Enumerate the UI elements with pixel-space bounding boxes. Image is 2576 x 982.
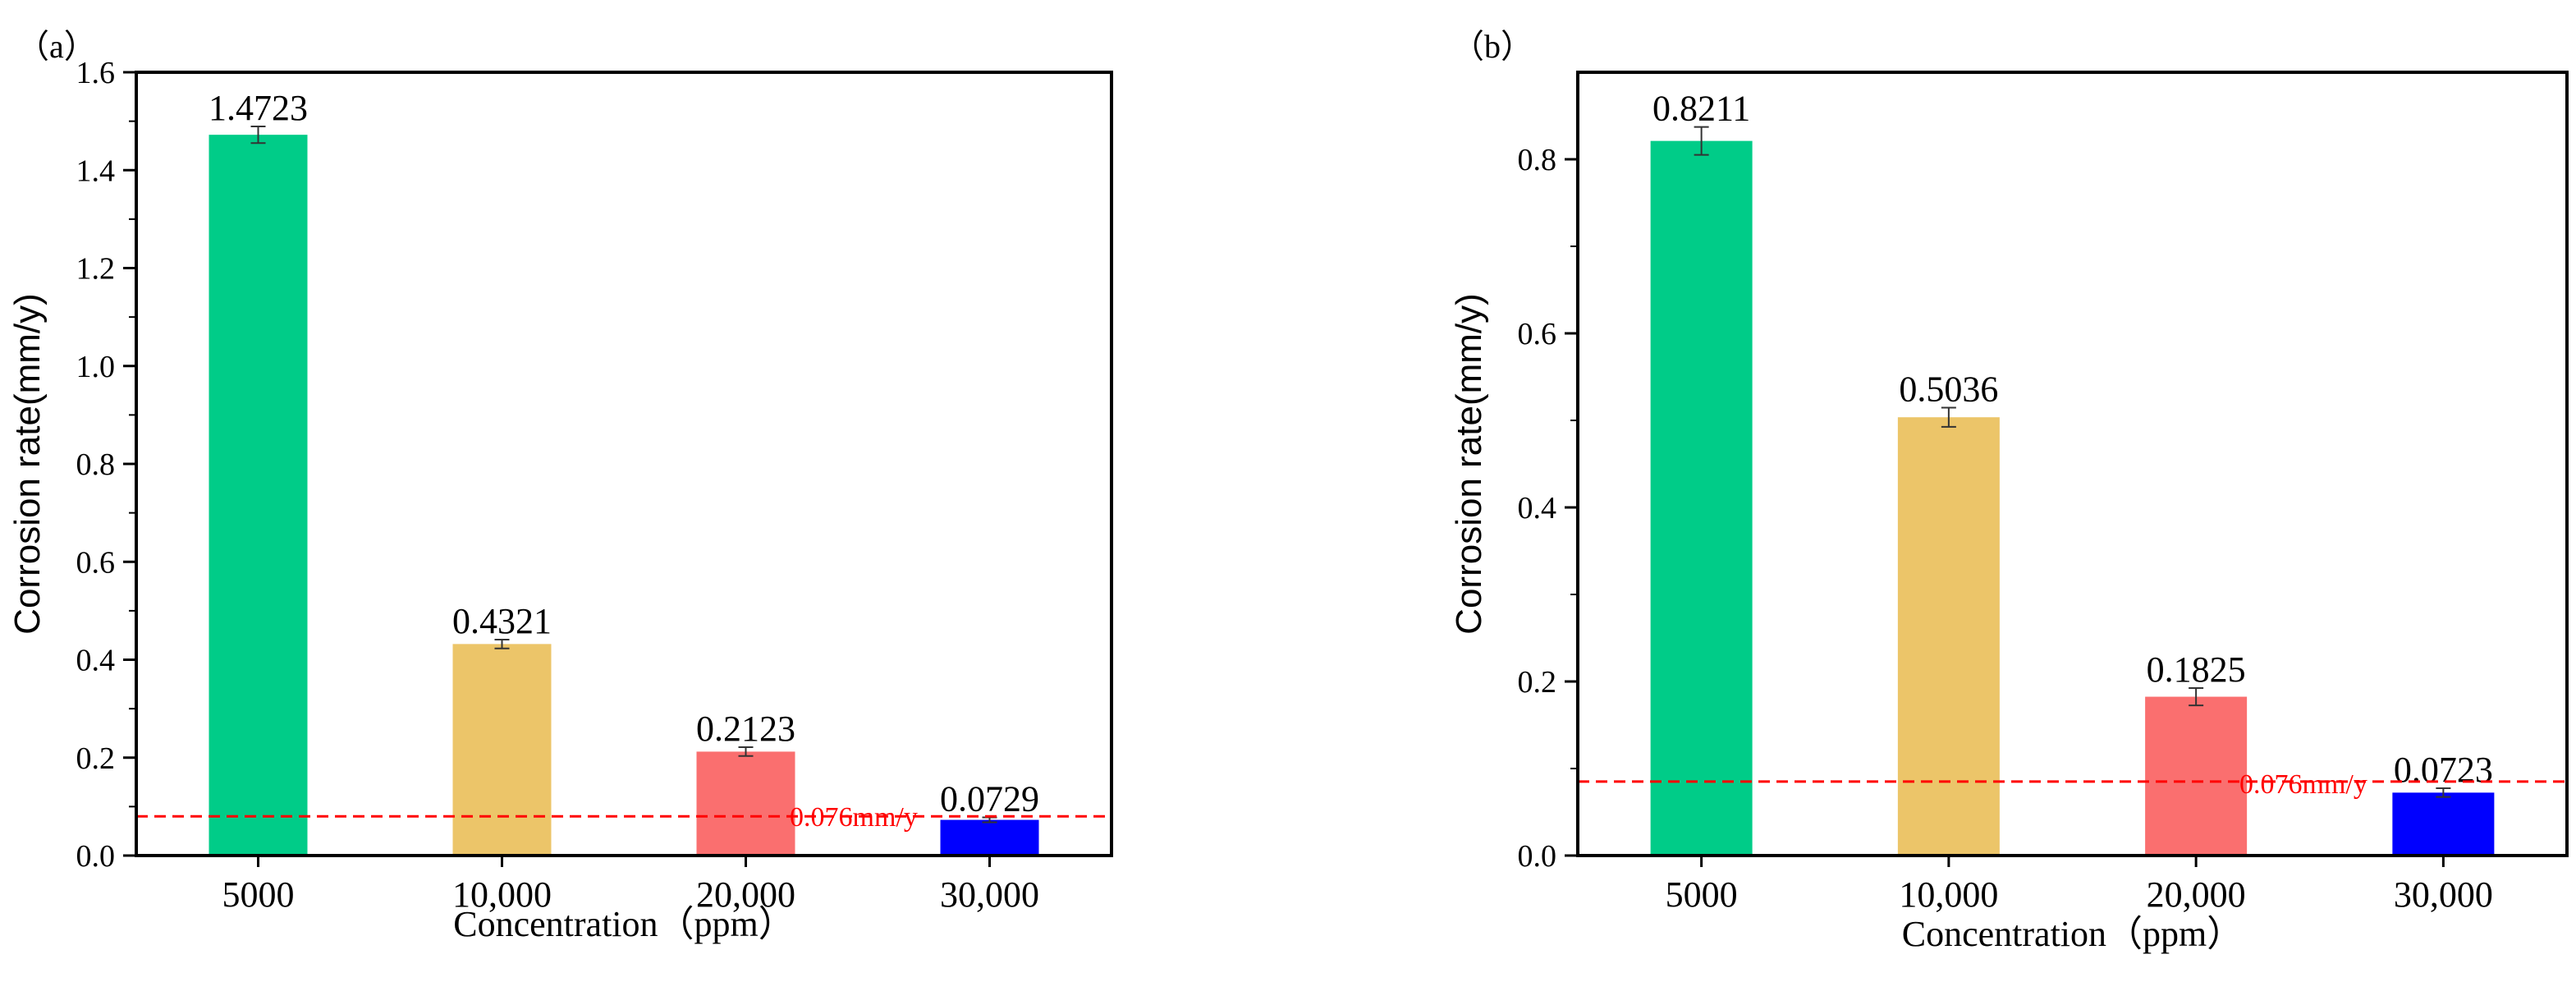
bar-30,000: [2392, 792, 2495, 856]
y-tick-label: 1.2: [76, 252, 116, 287]
y-tick-label: 0.0: [1518, 839, 1557, 874]
x-tick-label: 20,000: [2147, 874, 2246, 915]
value-label: 0.2123: [696, 709, 795, 749]
bar-10,000: [452, 644, 552, 856]
reference-line-label: 0.076mm/y: [790, 802, 918, 833]
error-bar: [1694, 126, 1709, 156]
bar-20,000: [2145, 696, 2248, 856]
value-label: 0.1825: [2147, 649, 2246, 690]
y-tick-label: 0.4: [76, 644, 116, 678]
plot-frame: [1576, 71, 2569, 857]
value-label: 0.8211: [1652, 89, 1750, 129]
x-tick-label: 30,000: [2394, 874, 2493, 915]
error-bar: [494, 638, 510, 649]
y-tick-label: 0.6: [76, 545, 116, 580]
value-label: 0.5036: [1899, 369, 1998, 410]
error-bar: [250, 126, 266, 145]
y-tick-label: 1.6: [76, 56, 116, 90]
chart-panel-b: （b） 0.8211 0.5036 0.1825 0.0723 0.076mm/y 0.0 0…: [1449, 28, 2569, 954]
chart-panel-a: （a） 1.4723 0.4321 0.2123 0.0729 0.076mm/y 0.0 0…: [7, 28, 1113, 944]
y-tick-label: 0.2: [76, 741, 116, 776]
value-label: 0.0723: [2394, 750, 2493, 790]
panel-label: （a）: [16, 28, 97, 65]
x-tick-label: 5000: [1666, 874, 1738, 915]
x-axis-title: Concentration（ppm）: [1902, 914, 2244, 954]
x-tick-label: 20,000: [696, 874, 795, 915]
bar-20,000: [696, 751, 795, 856]
x-axis-title: Concentration（ppm）: [453, 904, 795, 944]
x-tick-label: 30,000: [940, 874, 1039, 915]
x-tick-label: 10,000: [1899, 874, 1998, 915]
x-tick-label: 5000: [222, 874, 295, 915]
y-tick-label: 0.6: [1518, 317, 1557, 351]
y-tick-label: 0.0: [76, 839, 116, 874]
x-tick-label: 10,000: [452, 874, 552, 915]
y-tick-label: 0.8: [1518, 143, 1557, 177]
bar-30,000: [940, 819, 1039, 856]
error-bar: [1941, 406, 1956, 428]
y-tick-label: 0.2: [1518, 665, 1557, 700]
value-label: 1.4723: [209, 88, 308, 128]
reference-line-label: 0.076mm/y: [2239, 769, 2367, 800]
y-tick-label: 0.8: [76, 447, 116, 482]
value-label: 0.0729: [940, 779, 1039, 819]
y-axis-title: Corrosion rate(mm/y): [1449, 293, 1489, 635]
value-label: 0.4321: [452, 601, 552, 641]
error-bar: [738, 746, 754, 757]
error-bar: [2436, 787, 2451, 798]
y-axis-title: Corrosion rate(mm/y): [7, 293, 48, 635]
y-tick-label: 0.4: [1518, 491, 1557, 525]
bar-10,000: [1897, 417, 2000, 856]
bar-5000: [209, 135, 308, 856]
error-bar: [2189, 686, 2204, 707]
panel-label: （b）: [1451, 28, 1533, 65]
y-tick-label: 1.0: [76, 350, 116, 384]
bar-5000: [1650, 140, 1753, 856]
y-tick-label: 1.4: [76, 154, 116, 188]
